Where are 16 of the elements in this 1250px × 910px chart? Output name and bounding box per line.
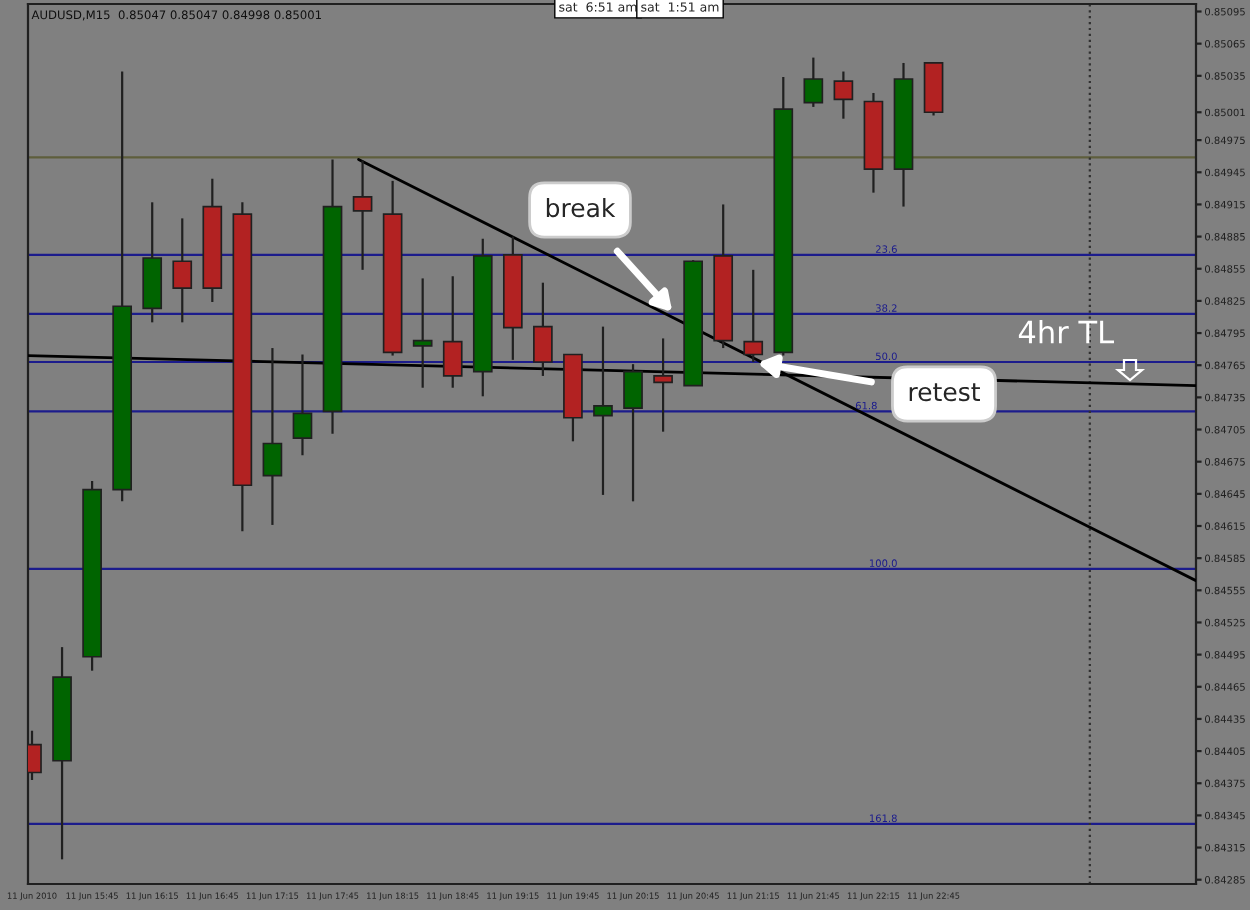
candlestick [352,159,373,271]
candlestick [623,363,643,503]
candlestick [262,346,283,527]
candlestick [292,353,313,457]
candlestick [833,70,854,120]
candlestick [593,325,613,497]
candlestick [412,277,433,389]
candlestick [653,337,673,433]
candlestick [743,268,764,364]
annotation: 4hr TL [1018,319,1114,344]
candlestick [172,217,193,324]
annotation: break [546,197,616,218]
candlestick [442,275,463,389]
annotation: retest [909,383,980,402]
candlestick [533,281,553,378]
candlestick [803,56,824,109]
